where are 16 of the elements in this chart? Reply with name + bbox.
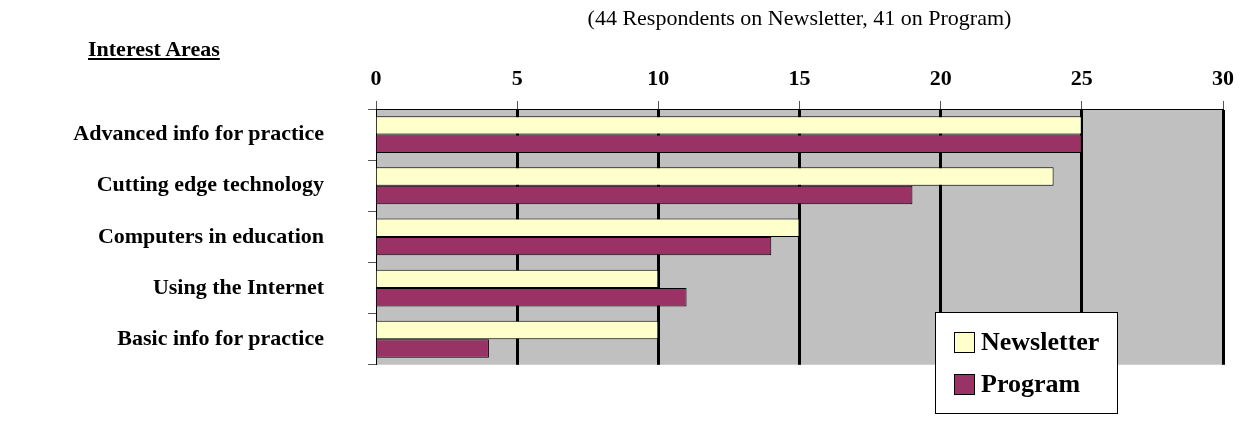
y-tick-label: Advanced info for practice: [73, 120, 325, 146]
x-tick-label: 15: [788, 65, 811, 91]
y-tick-label: Using the Internet: [152, 273, 325, 299]
legend-label: Program: [981, 368, 1081, 400]
x-tick-label: 5: [511, 65, 523, 91]
x-tick-label: 25: [1070, 65, 1093, 91]
x-tick-label: 10: [647, 65, 670, 91]
x-tick-label: 20: [929, 65, 952, 91]
y-tick-label: Computers in education: [97, 222, 324, 248]
y-tick-label: Basic info for practice: [117, 324, 325, 350]
x-axis-title: (44 Respondents on Newsletter, 41 on Program): [587, 4, 1012, 30]
x-tick-label: 0: [370, 65, 382, 91]
x-tick-label: 30: [1212, 65, 1234, 91]
legend-label: Newsletter: [981, 326, 1100, 358]
y-axis-title: Interest Areas: [88, 36, 220, 62]
y-tick-label: Cutting edge technology: [96, 171, 324, 197]
